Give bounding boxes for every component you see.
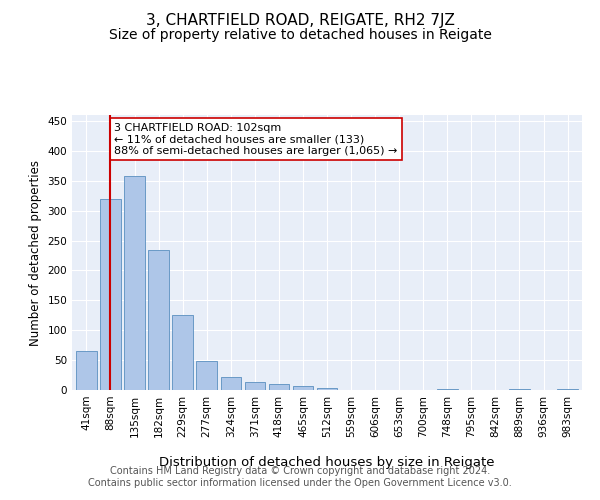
Bar xyxy=(124,176,145,390)
Bar xyxy=(196,362,217,390)
Bar xyxy=(76,351,97,390)
Bar xyxy=(293,386,313,390)
Text: 3 CHARTFIELD ROAD: 102sqm
← 11% of detached houses are smaller (133)
88% of semi: 3 CHARTFIELD ROAD: 102sqm ← 11% of detac… xyxy=(114,123,397,156)
Bar xyxy=(317,388,337,390)
Bar xyxy=(245,382,265,390)
Text: Size of property relative to detached houses in Reigate: Size of property relative to detached ho… xyxy=(109,28,491,42)
Text: 3, CHARTFIELD ROAD, REIGATE, RH2 7JZ: 3, CHARTFIELD ROAD, REIGATE, RH2 7JZ xyxy=(146,12,454,28)
Bar xyxy=(172,316,193,390)
Text: Distribution of detached houses by size in Reigate: Distribution of detached houses by size … xyxy=(159,456,495,469)
Bar xyxy=(148,250,169,390)
Bar xyxy=(100,198,121,390)
Bar xyxy=(269,384,289,390)
Text: Contains HM Land Registry data © Crown copyright and database right 2024.
Contai: Contains HM Land Registry data © Crown c… xyxy=(88,466,512,487)
Y-axis label: Number of detached properties: Number of detached properties xyxy=(29,160,42,346)
Bar xyxy=(221,377,241,390)
